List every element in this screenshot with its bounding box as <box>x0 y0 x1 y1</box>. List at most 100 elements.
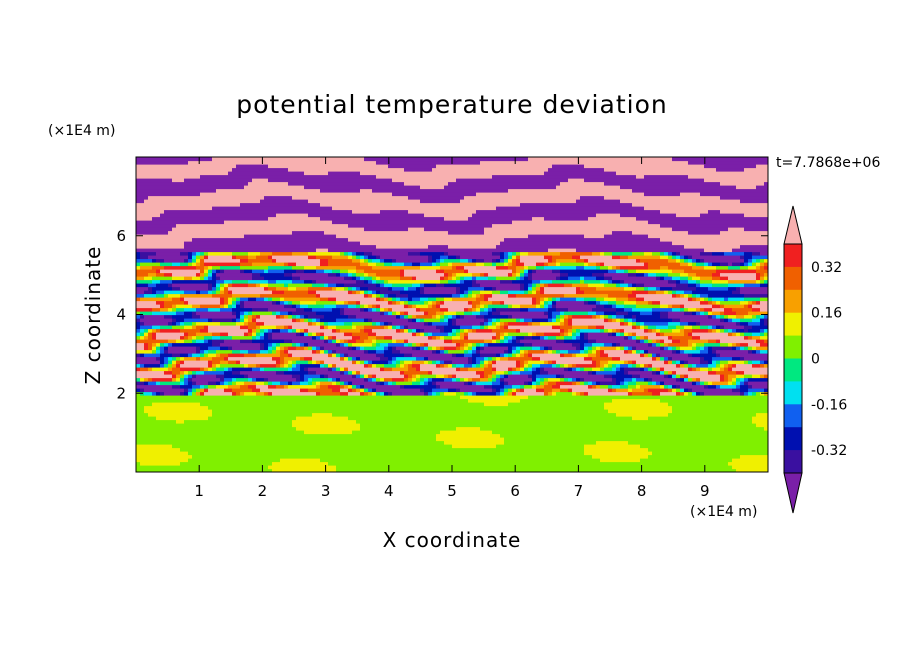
field-cell <box>172 227 177 232</box>
field-cell <box>316 293 321 298</box>
field-cell <box>256 178 261 183</box>
field-cell <box>260 213 265 218</box>
field-cell <box>284 444 289 449</box>
field-cell <box>248 384 253 389</box>
field-cell <box>324 339 329 344</box>
field-cell <box>316 374 321 379</box>
field-cell <box>188 370 193 375</box>
field-cell <box>268 325 273 330</box>
field-cell <box>244 409 249 414</box>
field-cell <box>292 335 297 340</box>
field-cell <box>212 447 217 452</box>
field-cell <box>312 206 317 211</box>
field-cell <box>232 426 237 431</box>
field-cell <box>320 325 325 330</box>
field-cell <box>168 209 173 214</box>
field-cell <box>320 398 325 403</box>
field-cell <box>212 202 217 207</box>
field-cell <box>204 265 209 270</box>
field-cell <box>336 374 341 379</box>
field-cell <box>148 171 153 176</box>
field-cell <box>328 213 333 218</box>
field-cell <box>332 248 337 253</box>
field-cell <box>160 437 165 442</box>
field-cell <box>192 195 197 200</box>
field-cell <box>140 318 145 323</box>
field-cell <box>224 216 229 221</box>
field-cell <box>244 458 249 463</box>
field-cell <box>136 353 141 358</box>
field-cell <box>156 164 161 169</box>
field-cell <box>176 384 181 389</box>
field-cell <box>268 409 273 414</box>
field-cell <box>180 433 185 438</box>
field-cell <box>196 185 201 190</box>
field-cell <box>204 367 209 372</box>
field-cell <box>164 223 169 228</box>
field-cell <box>140 377 145 382</box>
field-cell <box>240 437 245 442</box>
field-cell <box>208 405 213 410</box>
field-cell <box>152 311 157 316</box>
field-cell <box>304 202 309 207</box>
field-cell <box>216 290 221 295</box>
field-cell <box>356 321 361 326</box>
field-cell <box>284 307 289 312</box>
field-cell <box>320 300 325 305</box>
field-cell <box>288 412 293 417</box>
field-cell <box>228 202 233 207</box>
field-cell <box>304 297 309 302</box>
field-cell <box>280 374 285 379</box>
field-cell <box>336 335 341 340</box>
field-cell <box>272 167 277 172</box>
field-cell <box>292 244 297 249</box>
field-cell <box>320 384 325 389</box>
field-cell <box>172 328 177 333</box>
field-cell <box>136 241 141 246</box>
field-cell <box>152 440 157 445</box>
field-cell <box>180 185 185 190</box>
field-cell <box>220 328 225 333</box>
field-cell <box>228 346 233 351</box>
field-cell <box>240 458 245 463</box>
field-cell <box>344 328 349 333</box>
field-cell <box>224 416 229 421</box>
field-cell <box>188 339 193 344</box>
field-cell <box>184 307 189 312</box>
field-cell <box>188 279 193 284</box>
field-cell <box>200 381 205 386</box>
field-cell <box>236 356 241 361</box>
field-cell <box>192 458 197 463</box>
field-cell <box>156 360 161 365</box>
field-cell <box>232 185 237 190</box>
field-cell <box>304 286 309 291</box>
field-cell <box>248 181 253 186</box>
field-cell <box>200 195 205 200</box>
field-cell <box>320 419 325 424</box>
field-cell <box>320 209 325 214</box>
field-cell <box>264 209 269 214</box>
field-cell <box>212 419 217 424</box>
field-cell <box>240 353 245 358</box>
field-cell <box>236 307 241 312</box>
field-cell <box>352 174 357 179</box>
field-cell <box>228 300 233 305</box>
field-cell <box>160 426 165 431</box>
field-cell <box>152 437 157 442</box>
field-cell <box>352 216 357 221</box>
field-cell <box>316 346 321 351</box>
field-cell <box>312 332 317 337</box>
field-cell <box>236 223 241 228</box>
field-cell <box>316 286 321 291</box>
field-cell <box>332 335 337 340</box>
field-cell <box>296 251 301 256</box>
field-cell <box>204 286 209 291</box>
field-cell <box>140 283 145 288</box>
field-cell <box>288 363 293 368</box>
field-cell <box>192 360 197 365</box>
field-cell <box>212 164 217 169</box>
field-cell <box>180 363 185 368</box>
field-cell <box>316 454 321 459</box>
field-cell <box>156 206 161 211</box>
field-cell <box>204 199 209 204</box>
